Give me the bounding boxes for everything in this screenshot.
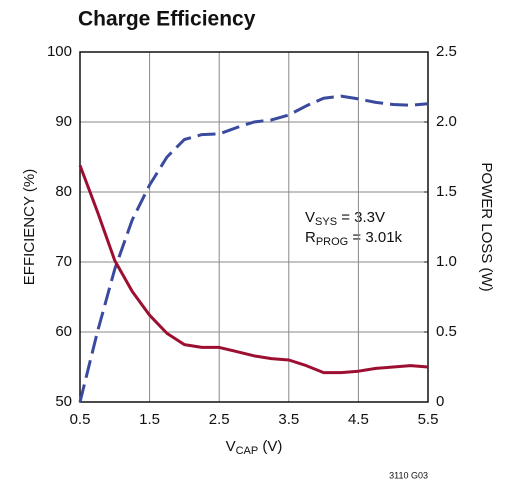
x-tick-label: 2.5 (209, 411, 230, 428)
annotation: RPROG = 3.01k (305, 229, 403, 248)
x-tick-label: 1.5 (139, 411, 160, 428)
y-tick-label: 90 (55, 113, 72, 130)
y2-tick-label: 1.0 (436, 253, 457, 270)
y2-axis-label: POWER LOSS (W) (478, 162, 495, 291)
figure-note: 3110 G03 (389, 470, 428, 480)
plot-frame (79, 51, 429, 403)
y-tick-label: 80 (55, 183, 72, 200)
x-tick-label: 5.5 (418, 411, 439, 428)
x-tick-label: 0.5 (70, 411, 91, 428)
data-line (78, 94, 429, 403)
y2-tick-label: 1.5 (436, 183, 457, 200)
y2-tick-label: 2.0 (436, 113, 457, 130)
y-tick-label: 70 (55, 253, 72, 270)
x-axis-label: VCAP (V) (226, 438, 283, 457)
chart-title: Charge Efficiency (78, 8, 256, 31)
data-line (78, 164, 429, 375)
y-axis-label: EFFICIENCY (%) (21, 169, 38, 285)
y2-tick-label: 0 (436, 393, 444, 410)
x-tick-label: 3.5 (278, 411, 299, 428)
y-tick-label: 60 (55, 323, 72, 340)
y-tick-label: 100 (47, 43, 72, 60)
x-tick-label: 4.5 (348, 411, 369, 428)
annotation: VSYS = 3.3V (305, 209, 385, 228)
y-tick-label: 50 (55, 393, 72, 410)
y2-tick-label: 2.5 (436, 43, 457, 60)
y2-tick-label: 0.5 (436, 323, 457, 340)
